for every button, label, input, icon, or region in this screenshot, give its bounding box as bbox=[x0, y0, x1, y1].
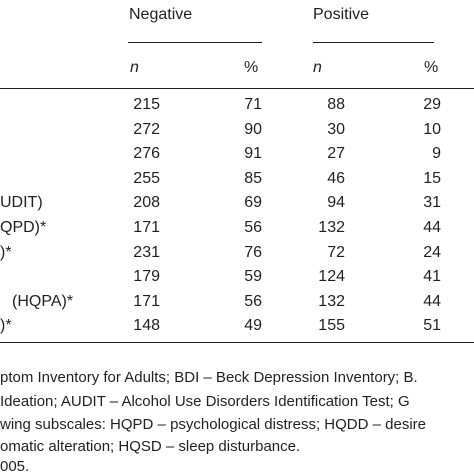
col-header: n bbox=[313, 59, 322, 76]
cell: 90 bbox=[244, 120, 262, 138]
cell: 208 bbox=[133, 194, 160, 212]
cell: 56 bbox=[244, 219, 262, 236]
cell: 215 bbox=[133, 96, 160, 113]
cell: 148 bbox=[133, 317, 160, 335]
row-label: QPD)* bbox=[0, 219, 47, 236]
cell: 94 bbox=[327, 194, 345, 212]
cell: 179 bbox=[133, 268, 160, 286]
cell: 46 bbox=[327, 169, 345, 187]
group-header: Positive bbox=[313, 6, 370, 23]
footnote: omatic alteration; HQSD – sleep disturba… bbox=[0, 438, 301, 455]
cell: 132 bbox=[318, 292, 345, 310]
cell: 15 bbox=[423, 169, 441, 187]
cell: 76 bbox=[244, 243, 262, 261]
cell: 27 bbox=[327, 145, 345, 163]
cell: 171 bbox=[133, 219, 160, 236]
cell: 276 bbox=[133, 145, 160, 163]
cell: 124 bbox=[318, 268, 345, 286]
cell: 72 bbox=[327, 243, 345, 261]
cell: 24 bbox=[423, 243, 441, 261]
row-label: )* bbox=[0, 243, 12, 261]
group-rule bbox=[313, 42, 434, 43]
row-label: (HQPA)* bbox=[12, 292, 74, 310]
cell: 255 bbox=[133, 169, 160, 187]
col-header: % bbox=[424, 59, 439, 76]
footnote: 005. bbox=[0, 458, 30, 474]
cell: 51 bbox=[423, 317, 441, 335]
cell: 44 bbox=[423, 219, 441, 236]
col-header: % bbox=[244, 59, 259, 76]
cell: 9 bbox=[432, 145, 441, 163]
cell: 171 bbox=[133, 292, 160, 310]
cell: 31 bbox=[423, 194, 441, 212]
cell: 59 bbox=[244, 268, 262, 286]
cell: 30 bbox=[327, 120, 345, 138]
row-label: UDIT) bbox=[0, 194, 43, 212]
footnote: Ideation; AUDIT – Alcohol Use Disorders … bbox=[0, 393, 410, 410]
cell: 132 bbox=[318, 219, 345, 236]
cell: 56 bbox=[244, 292, 262, 310]
footnote: ptom Inventory for Adults; BDI – Beck De… bbox=[0, 369, 418, 386]
cell: 29 bbox=[423, 96, 441, 113]
cell: 91 bbox=[244, 145, 262, 163]
row-label: )* bbox=[0, 317, 12, 335]
cell: 71 bbox=[244, 96, 262, 113]
cell: 85 bbox=[244, 169, 262, 187]
cell: 155 bbox=[318, 317, 345, 335]
cell: 231 bbox=[133, 243, 160, 261]
cell: 44 bbox=[423, 292, 441, 310]
cell: 10 bbox=[423, 120, 441, 138]
header-rule bbox=[0, 88, 474, 89]
group-rule bbox=[128, 42, 262, 43]
cell: 272 bbox=[133, 120, 160, 138]
cell: 49 bbox=[244, 317, 262, 335]
cell: 41 bbox=[423, 268, 441, 286]
col-header: n bbox=[130, 59, 139, 76]
footnote: wing subscales: HQPD – psychological dis… bbox=[0, 416, 426, 433]
cell: 69 bbox=[244, 194, 262, 212]
table-bottom-rule bbox=[0, 342, 474, 343]
group-header: Negative bbox=[129, 6, 193, 23]
cell: 88 bbox=[327, 96, 345, 113]
